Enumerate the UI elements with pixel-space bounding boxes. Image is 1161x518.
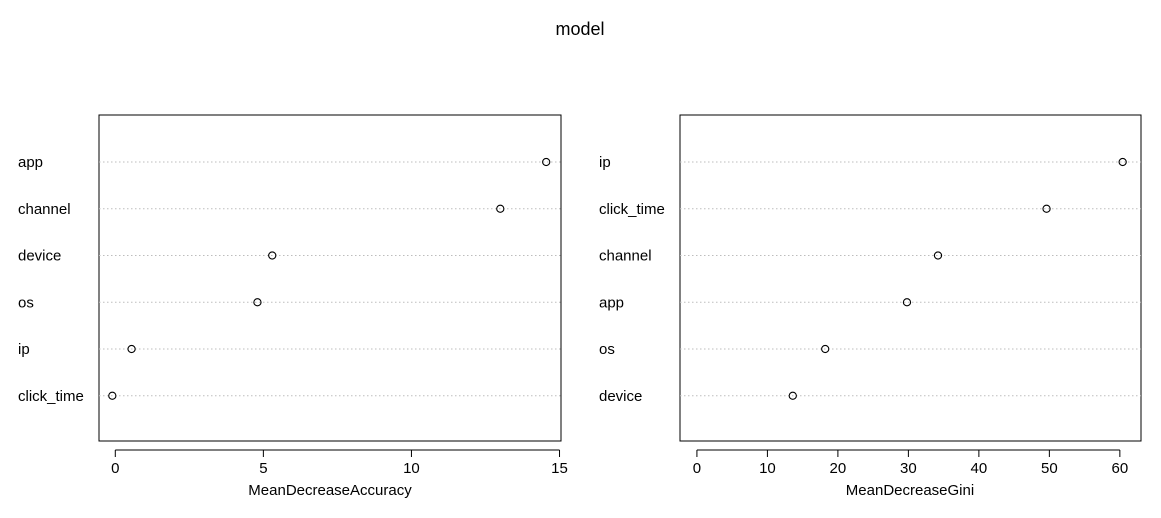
plot-frame	[679, 114, 1142, 442]
plot-frame	[98, 114, 562, 442]
data-point	[496, 204, 505, 213]
data-point	[788, 391, 797, 400]
data-point	[542, 157, 551, 167]
category-label: app	[18, 154, 43, 171]
category-label: ip	[18, 341, 30, 358]
tick-label: 0	[111, 460, 119, 477]
data-point	[821, 344, 830, 354]
category-labels: app channel device os ip click_time	[18, 154, 84, 405]
data-point	[933, 251, 943, 260]
grid-lines	[99, 161, 561, 397]
tick-label: 50	[1041, 460, 1058, 477]
data-point	[902, 298, 912, 307]
category-label: os	[599, 341, 615, 358]
category-label: click_time	[599, 201, 665, 218]
data-points	[788, 157, 1127, 400]
category-label: app	[599, 294, 624, 311]
category-label: click_time	[18, 388, 84, 405]
data-point	[268, 251, 277, 260]
x-axis: 0 10 20 30 40 50 60	[693, 449, 1129, 477]
category-label: channel	[18, 201, 71, 218]
tick-label: 5	[259, 460, 267, 477]
grid-lines	[680, 161, 1141, 397]
panel-accuracy: app channel device os ip click_time 0 5 10 15 Me…	[18, 114, 568, 499]
data-point	[1042, 204, 1051, 213]
tick-label: 60	[1112, 460, 1129, 477]
tick-label: 10	[403, 460, 420, 477]
tick-label: 0	[693, 460, 701, 477]
tick-label: 10	[759, 460, 776, 477]
data-point	[108, 391, 117, 400]
tick-label: 15	[551, 460, 568, 477]
category-label: device	[599, 388, 642, 405]
x-axis-title: MeanDecreaseGini	[846, 482, 974, 499]
data-point	[1118, 157, 1127, 167]
tick-label: 30	[900, 460, 917, 477]
tick-label: 20	[830, 460, 847, 477]
data-point	[127, 344, 136, 354]
data-points	[108, 157, 551, 400]
tick-label: 40	[971, 460, 988, 477]
category-label: channel	[599, 248, 652, 265]
category-label: ip	[599, 154, 611, 171]
category-label: os	[18, 294, 34, 311]
x-axis: 0 5 10 15	[111, 449, 568, 477]
figure-title: model	[555, 19, 604, 39]
data-point	[253, 298, 262, 307]
category-label: device	[18, 248, 61, 265]
x-axis-title: MeanDecreaseAccuracy	[248, 482, 412, 499]
